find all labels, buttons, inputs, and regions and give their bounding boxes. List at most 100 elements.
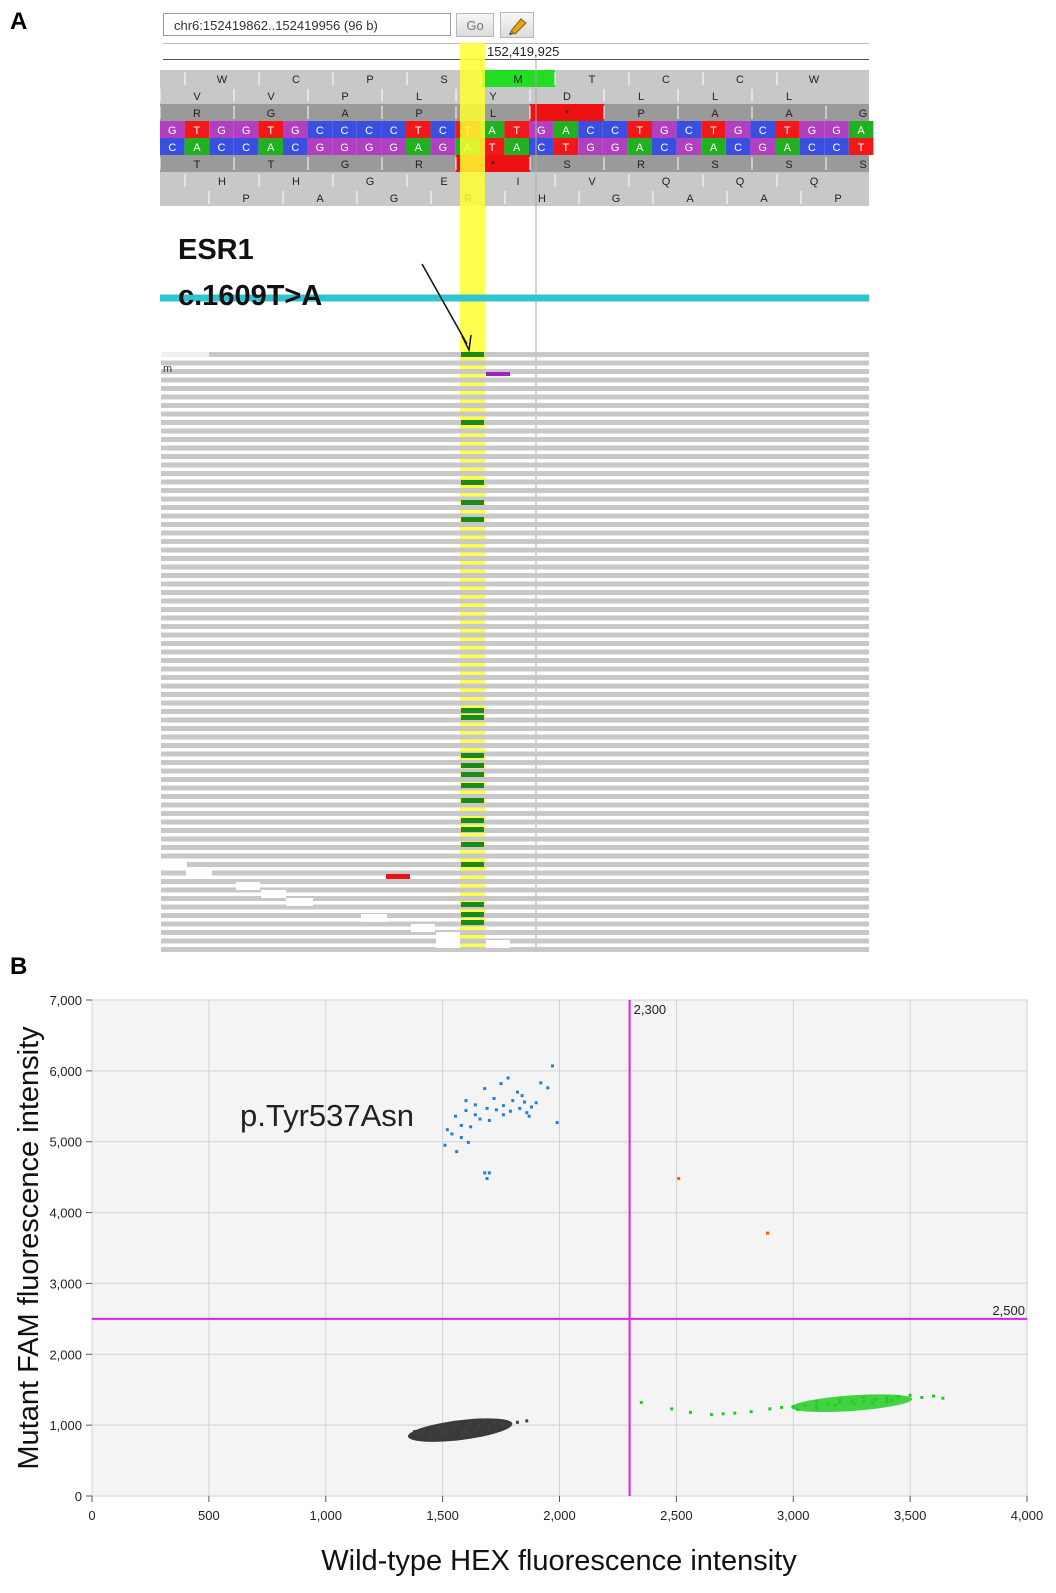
droplet-point: [518, 1106, 522, 1110]
read: [161, 785, 869, 791]
x-tick-label: 2,000: [543, 1508, 576, 1523]
read: [161, 777, 869, 782]
droplet-point: [473, 1113, 477, 1117]
base-label: C: [587, 125, 595, 137]
insertion-marker: [486, 372, 510, 376]
base-cell: [233, 121, 259, 138]
highlighter-button[interactable]: [500, 12, 534, 38]
read: [161, 802, 869, 808]
droplet-point: [464, 1099, 468, 1103]
base-label: G: [168, 125, 177, 137]
droplet-point: [494, 1108, 498, 1112]
ruler-position-label: 152,419,925: [487, 44, 560, 59]
read: [161, 360, 869, 366]
read: [161, 428, 869, 434]
droplet-point: [487, 1171, 491, 1175]
base-cell: [504, 121, 529, 138]
droplet-point: [492, 1421, 496, 1425]
amino-acid-label: D: [563, 91, 571, 103]
read: [161, 556, 869, 561]
read: [161, 717, 869, 723]
amino-acid-label: L: [712, 91, 718, 103]
read: [161, 386, 869, 391]
x-tick-label: 3,000: [777, 1508, 810, 1523]
read: [161, 624, 869, 629]
droplet-point: [436, 1426, 440, 1430]
hex-positive-droplet-cloud: [791, 1394, 913, 1413]
droplet-point: [452, 1428, 456, 1432]
base-cell: [430, 121, 456, 138]
read: [161, 513, 869, 519]
base-cell: [652, 121, 677, 138]
base-label: A: [636, 142, 644, 154]
amino-acid-label: W: [217, 74, 228, 86]
read: [161, 913, 869, 918]
amino-acid-label: A: [760, 193, 768, 205]
base-label: T: [267, 125, 274, 137]
amino-acid-label: E: [440, 176, 447, 188]
amino-acid-label: G: [366, 176, 375, 188]
amino-acid-label: S: [711, 159, 718, 171]
amino-acid-label: Y: [489, 91, 497, 103]
base-cell: [750, 138, 775, 155]
base-label: T: [489, 142, 496, 154]
read: [161, 666, 869, 672]
base-label: G: [291, 125, 300, 137]
read: [161, 488, 869, 493]
mutant-base: [461, 480, 484, 485]
amino-acid-label: A: [711, 108, 719, 120]
droplet-point: [941, 1396, 945, 1400]
read: [161, 471, 869, 476]
base-cell: [356, 121, 382, 138]
base-label: T: [784, 125, 791, 137]
read: [161, 573, 869, 578]
y-tick-label: 4,000: [49, 1206, 82, 1221]
droplet-point: [871, 1401, 875, 1405]
droplet-point: [546, 1086, 550, 1090]
genome-browser: chr6:152419862..152419956 (96 b) Go 152,…: [159, 12, 874, 952]
amino-acid-label: A: [316, 193, 324, 205]
mutant-base: [461, 708, 484, 713]
base-label: A: [267, 142, 275, 154]
base-cell: [848, 121, 874, 138]
droplet-point: [529, 1105, 533, 1109]
droplet-point: [478, 1424, 482, 1428]
mutant-base: [461, 772, 484, 777]
droplet-point: [469, 1125, 473, 1129]
droplet-point: [709, 1413, 713, 1417]
mutant-base: [461, 862, 484, 867]
base-cell: [160, 121, 185, 138]
base-label: T: [415, 125, 422, 137]
base-cell: [258, 121, 283, 138]
amino-acid-label: C: [662, 74, 670, 86]
base-cell: [381, 138, 406, 155]
base-label: C: [242, 142, 250, 154]
droplet-point: [721, 1412, 725, 1416]
mutant-base: [461, 827, 484, 832]
base-cell: [258, 138, 283, 155]
panel-a-label: A: [10, 8, 28, 35]
translation-frame-4: [160, 172, 869, 189]
base-label: G: [439, 142, 448, 154]
mutant-base: [461, 420, 484, 425]
y-tick-label: 0: [75, 1489, 82, 1504]
x-tick-label: 1,500: [426, 1508, 459, 1523]
base-label: C: [316, 125, 324, 137]
droplet-point: [464, 1109, 468, 1113]
base-cell: [529, 121, 554, 138]
amino-acid-label: I: [516, 176, 519, 188]
droplet-point: [459, 1135, 463, 1139]
base-cell: [529, 138, 554, 155]
droplet-point: [522, 1100, 526, 1104]
read: [161, 853, 869, 859]
base-cell: [479, 121, 505, 138]
go-button[interactable]: Go: [456, 13, 494, 37]
base-label: T: [636, 125, 643, 137]
base-label: C: [833, 142, 841, 154]
location-input[interactable]: chr6:152419862..152419956 (96 b): [163, 13, 451, 36]
read: [161, 921, 869, 927]
base-cell: [406, 138, 431, 155]
read: [161, 539, 869, 544]
droplet-point: [455, 1423, 459, 1427]
x-tick-label: 3,500: [894, 1508, 927, 1523]
